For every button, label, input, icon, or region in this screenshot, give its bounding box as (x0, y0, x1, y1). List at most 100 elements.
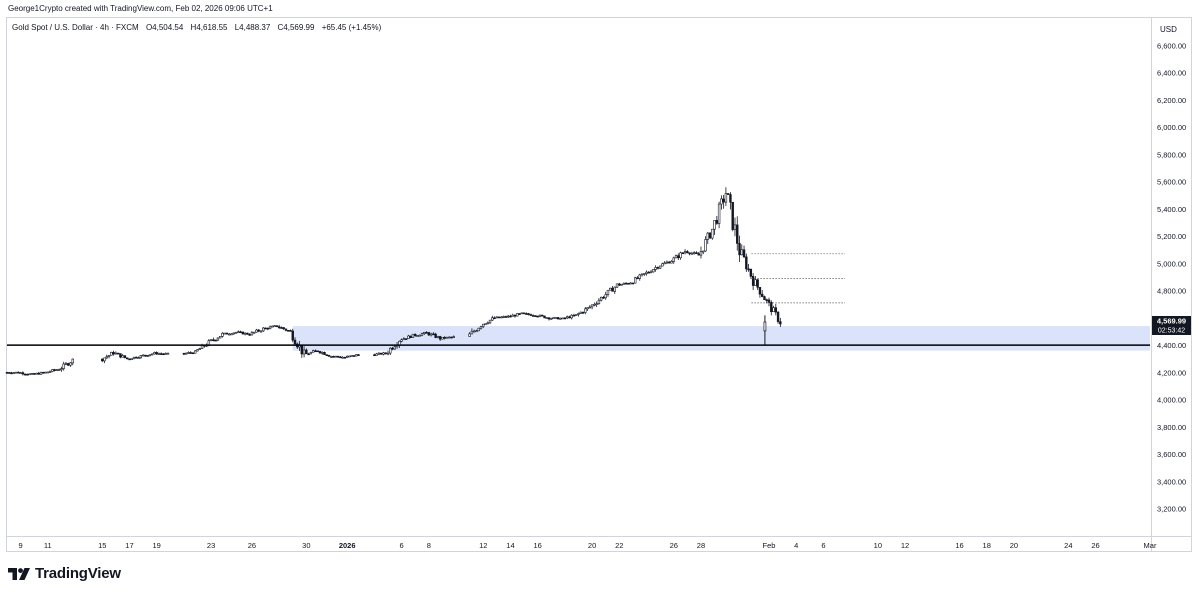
candle-body (438, 336, 442, 340)
symbol-name[interactable]: Gold Spot / U.S. Dollar · 4h · FXCM (12, 23, 139, 32)
candle-body (60, 368, 63, 370)
candle-countdown-label: 02:53:42 (1158, 327, 1185, 334)
candle-body (243, 332, 247, 335)
candle-body (350, 355, 353, 357)
candle-body (738, 243, 741, 256)
candle-body (323, 352, 326, 355)
candle-body (155, 352, 158, 355)
candle-body (128, 358, 131, 361)
candle-body (538, 314, 542, 317)
candle-body (652, 269, 655, 273)
candle-body (747, 268, 750, 271)
candle-body (150, 353, 154, 356)
candle-body (420, 333, 424, 336)
candle-body (144, 354, 147, 357)
candle-body (432, 333, 435, 336)
candle-body (67, 363, 70, 366)
candle-body (280, 327, 283, 329)
candle-body (681, 252, 685, 255)
candle-body (212, 339, 215, 341)
price-tick-label: 5,600.00 (1157, 178, 1186, 187)
candle-body (577, 313, 580, 315)
candle-body (291, 330, 294, 341)
candle-body (745, 256, 748, 270)
price-tick-label: 5,400.00 (1157, 205, 1186, 214)
time-tick-label: 18 (983, 541, 991, 550)
candle-body (640, 273, 644, 276)
candle-body (686, 251, 689, 254)
candle-body (414, 333, 417, 337)
candle-body (726, 193, 730, 195)
candle-body (196, 349, 199, 352)
time-tick-label: 30 (302, 541, 310, 550)
candle-body (232, 332, 235, 335)
candle-body (527, 313, 530, 315)
candle-body (268, 326, 272, 330)
candle-body (8, 372, 11, 374)
candle-body (593, 304, 596, 306)
candle-body (500, 316, 503, 319)
candle-body (509, 315, 512, 318)
candle-body (277, 326, 281, 328)
time-tick-label: 8 (427, 541, 431, 550)
candle-body (377, 352, 381, 355)
candle-body (502, 316, 505, 318)
candle-body (44, 371, 47, 374)
candle-body (575, 314, 578, 316)
candle-body (166, 352, 170, 355)
candle-body (763, 321, 767, 332)
candle-body (39, 372, 43, 375)
candle-body (389, 347, 392, 354)
candle-body (135, 356, 138, 359)
candle-body (674, 255, 678, 259)
price-tick-label: 5,800.00 (1157, 150, 1186, 159)
candle-body (711, 228, 714, 239)
candle-body (287, 330, 290, 332)
candle-body (409, 335, 412, 338)
candle-body (216, 337, 220, 341)
candle-body (772, 307, 775, 313)
candle-body (597, 299, 601, 304)
candle-body (770, 302, 773, 313)
candle-body (572, 314, 576, 317)
tradingview-logo-icon (8, 567, 30, 580)
candle-body (57, 369, 61, 371)
price-tick-label: 5,000.00 (1157, 259, 1186, 268)
candle-body (599, 296, 603, 301)
candle-body (46, 371, 50, 374)
candle-body (570, 314, 573, 319)
candle-body (160, 353, 163, 355)
candle-body (654, 267, 657, 270)
candle-body (375, 353, 378, 356)
candle-body (237, 331, 240, 334)
tradingview-brand[interactable]: TradingView (8, 565, 121, 582)
price-tick-label: 3,200.00 (1157, 505, 1186, 514)
candle-body (672, 257, 675, 262)
candle-body (289, 330, 292, 332)
candle-body (627, 282, 630, 285)
candle-body (184, 352, 188, 355)
candle-body (441, 336, 444, 340)
time-tick-label: 6 (400, 541, 404, 550)
candle-body (266, 327, 270, 330)
candle-body (132, 356, 136, 360)
candle-body (624, 282, 628, 285)
candle-body (556, 317, 560, 320)
candle-body (55, 369, 59, 372)
candle-body (321, 352, 324, 354)
time-tick-label: 20 (588, 541, 596, 550)
candle-body (547, 317, 551, 320)
candle-body (336, 355, 340, 358)
candle-body (645, 271, 648, 274)
time-tick-label: 12 (901, 541, 909, 550)
ohlc-open: O4,504.54 (145, 23, 184, 32)
price-tick-label: 4,400.00 (1157, 341, 1186, 350)
candle-body (622, 282, 626, 285)
ohlc-low: L4,488.37 (234, 23, 271, 32)
candle-body (511, 314, 514, 317)
candle-body (620, 283, 623, 286)
candle-body (683, 251, 687, 254)
ohlc-close: C4,569.99 (277, 23, 315, 32)
candle-body (475, 330, 478, 333)
